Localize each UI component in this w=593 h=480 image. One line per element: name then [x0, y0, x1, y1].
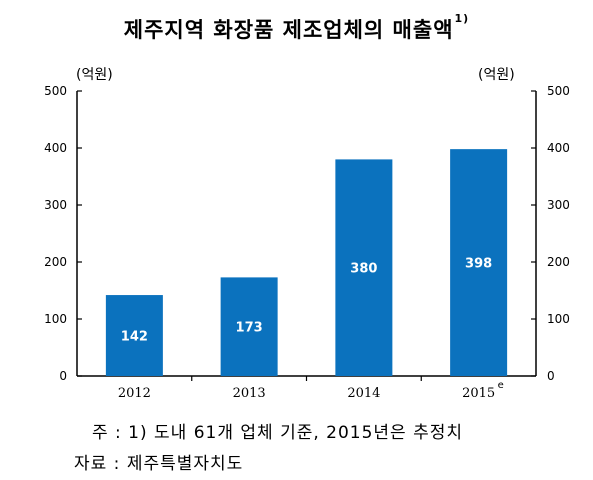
- bar-data-label: 173: [236, 321, 263, 336]
- y-tick-label-left: 0: [59, 369, 67, 383]
- y-tick-label-right: 300: [547, 198, 570, 212]
- y-tick-label-right: 100: [547, 312, 570, 326]
- source-note: 자료 : 제주특별자치도: [74, 454, 244, 474]
- x-tick-label: 2014: [347, 386, 380, 401]
- y-tick-label-left: 400: [44, 141, 67, 155]
- x-tick-label: 2013: [233, 386, 266, 401]
- y-tick-label-left: 100: [44, 312, 67, 326]
- footnote: 주 : 1) 도내 61개 업체 기준, 2015년은 추정치: [92, 423, 464, 443]
- y-tick-label-right: 200: [547, 255, 570, 269]
- bar-data-label: 380: [350, 262, 377, 277]
- bar-data-label: 142: [121, 330, 148, 345]
- bar: [220, 277, 278, 376]
- y-tick-label-left: 500: [44, 84, 67, 98]
- y-tick-label-left: 200: [44, 255, 67, 269]
- y-tick-label-right: 500: [547, 84, 570, 98]
- bar: [105, 295, 163, 376]
- chart-title-text: 제주지역 화장품 제조업체의 매출액: [123, 18, 454, 42]
- x-tick-superscript: e: [498, 380, 504, 391]
- bar: [335, 159, 393, 376]
- y-axis-unit-right: (억원): [478, 67, 515, 83]
- y-tick-label-left: 300: [44, 198, 67, 212]
- bar-chart: 0 0 100 100 200 200 300 300 400 400 500 500 142 2012 1…: [44, 84, 570, 401]
- x-tick-label: 2012: [118, 386, 151, 401]
- y-axis-unit-left: (억원): [76, 67, 113, 83]
- x-tick-label: 2015: [462, 386, 495, 401]
- y-tick-label-right: 400: [547, 141, 570, 155]
- title-footnote: 1): [454, 12, 470, 25]
- bar: [450, 149, 508, 376]
- bar-data-label: 398: [465, 257, 492, 272]
- y-tick-label-right: 0: [547, 369, 555, 383]
- chart-title: 제주지역 화장품 제조업체의 매출액1): [0, 12, 593, 44]
